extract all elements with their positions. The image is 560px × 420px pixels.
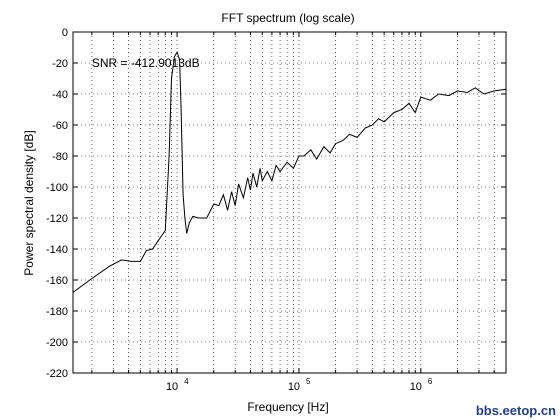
y-tick-label: -160 (46, 275, 68, 287)
y-tick-label: 0 (62, 27, 68, 39)
watermark-text: bbs.eetop.cn (475, 403, 556, 418)
grid-layer (73, 31, 506, 374)
y-tick-label: -60 (52, 120, 68, 132)
y-tick-label: -40 (52, 89, 68, 101)
x-tick-label: 10 (166, 381, 178, 393)
y-tick-label: -120 (46, 213, 68, 225)
x-axis-label: Frequency [Hz] (247, 400, 328, 414)
x-tick-label-exponent: 4 (184, 377, 189, 386)
psd-series-line (72, 50, 507, 293)
y-tick-label: -100 (46, 182, 68, 194)
x-tick-label: 10 (410, 381, 422, 393)
y-tick-label: -20 (52, 58, 68, 70)
plot-frame (72, 31, 507, 374)
y-axis-label: Power spectral density [dB] (22, 130, 36, 275)
y-tick-label: -80 (52, 151, 68, 163)
x-tick-labels: 10 4 10 5 10 6 (166, 377, 433, 393)
series-layer (72, 50, 507, 293)
chart-title: FFT spectrum (log scale) (221, 11, 354, 25)
x-tick-label-exponent: 6 (428, 377, 433, 386)
x-tick-label: 10 (288, 381, 300, 393)
y-tick-label: -200 (46, 337, 68, 349)
y-tick-label: -220 (46, 368, 68, 380)
x-tick-label-exponent: 5 (306, 377, 311, 386)
y-tick-label: -140 (46, 244, 68, 256)
y-tick-labels: 0 -20 -40 -60 -80 -100 -120 -140 -160 -180 -200 -22… (46, 27, 68, 380)
snr-annotation: SNR = -412.9013dB (92, 56, 200, 70)
y-tick-label: -180 (46, 306, 68, 318)
